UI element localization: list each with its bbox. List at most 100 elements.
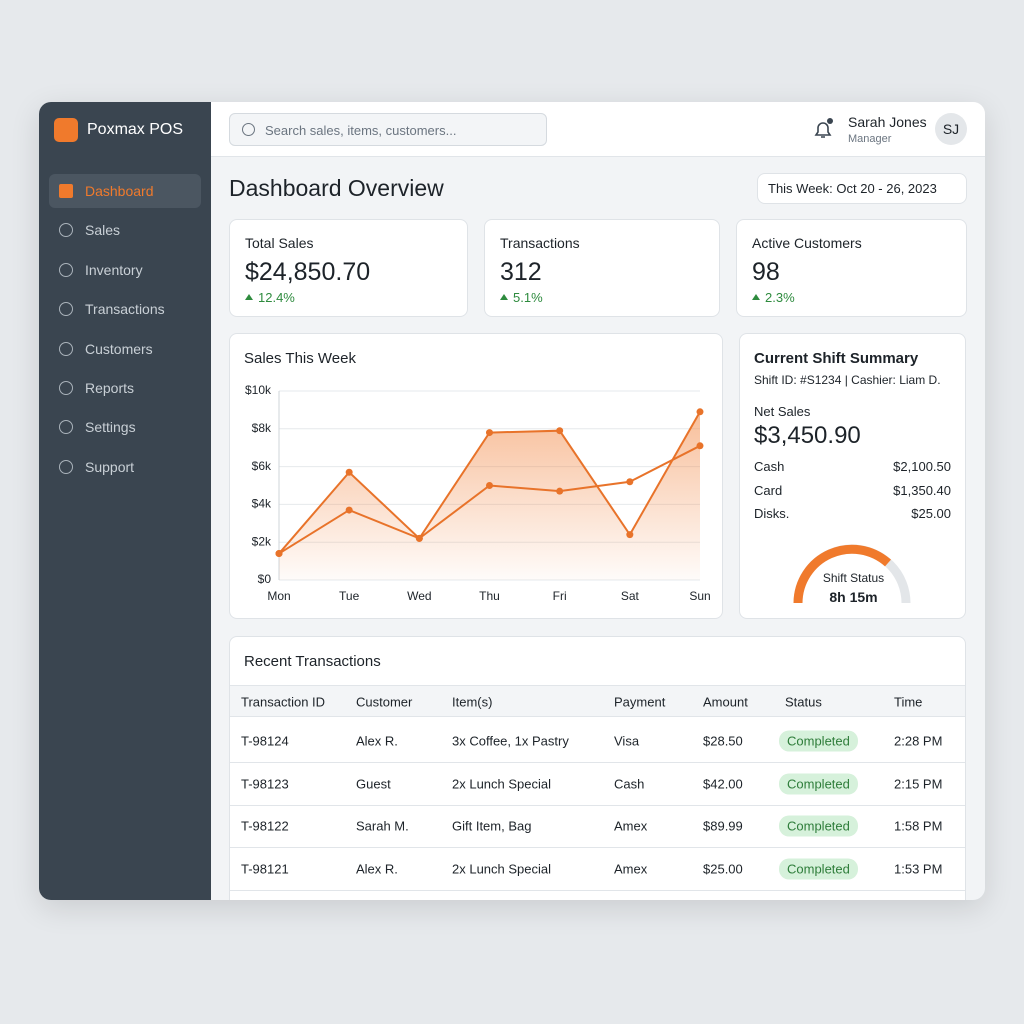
brand: Poxmax POS	[87, 121, 184, 138]
shift-status-value: 8h 15m	[829, 589, 878, 605]
table-cell: Sarah M.	[356, 818, 409, 834]
point	[486, 482, 493, 489]
nav-item[interactable]: Settings	[49, 410, 201, 444]
x-tick-label: Sun	[689, 589, 710, 603]
nav-label: Reports	[85, 380, 135, 396]
avatar[interactable]: SJ	[935, 113, 967, 145]
kpi-card: Total Sales $24,850.70 12.4%	[229, 219, 468, 317]
nav-label: Dashboard	[85, 183, 154, 199]
table-cell: 1:53 PM	[894, 861, 943, 876]
table-cell: T-98121	[241, 861, 289, 876]
kpi-label: Transactions	[500, 235, 580, 251]
nav-label: Support	[85, 458, 135, 475]
nav-label: Inventory	[85, 261, 143, 278]
search-icon	[242, 123, 255, 136]
table-cell: 2:15 PM	[894, 776, 943, 791]
nav-icon	[59, 341, 73, 356]
net-label: Net Sales	[754, 404, 811, 419]
column-header: Time	[894, 694, 923, 710]
date-range[interactable]: This Week: Oct 20 - 26, 2023	[757, 173, 967, 204]
table-cell: Alex R.	[356, 861, 398, 876]
y-tick-label: $10k	[245, 383, 272, 397]
column-header: Payment	[614, 694, 666, 710]
status-pill: Completed	[779, 815, 858, 837]
point	[415, 534, 423, 542]
top-bar: Search sales, items, customers... Sarah …	[211, 102, 985, 157]
chart: $0 $2k $4k $6k $8k $10k Mon Tue Wed Thu Fri Sat Sun	[245, 383, 711, 603]
table-cell: T-98124	[241, 733, 289, 749]
kpi-card: Active Customers 98 2.3%	[736, 219, 967, 317]
net-value: $3,450.90	[754, 422, 861, 449]
kpi-label: Active Customers	[752, 235, 862, 251]
shift-gauge	[793, 544, 911, 604]
table-cell: $42.00	[703, 776, 743, 791]
kpi-label: Total Sales	[245, 235, 314, 251]
row-divider	[230, 889, 965, 891]
nav-icon	[59, 381, 73, 395]
table-cell: 3x Coffee, 1x Pastry	[452, 733, 569, 749]
x-tick-label: Mon	[267, 589, 290, 603]
y-tick-label: $4k	[252, 497, 272, 511]
shift-row-label: Card	[754, 482, 783, 498]
kpi-up-arrow	[500, 294, 508, 300]
nav-icon	[59, 459, 73, 474]
shift-title: Current Shift Summary	[754, 350, 919, 367]
table-header	[230, 685, 965, 717]
kpi-up-arrow	[752, 294, 760, 300]
table-cell: 2x Lunch Special	[452, 776, 552, 791]
transactions-card: Recent Transactions Transaction ID Custom…	[229, 636, 966, 900]
table-cell: $28.50	[703, 733, 743, 749]
kpi-card: Transactions 312 5.1%	[484, 219, 720, 317]
shift-row-value: $25.00	[911, 506, 951, 521]
kpi-value: $24,850.70	[245, 258, 371, 286]
table-cell: $25.00	[703, 861, 743, 876]
nav-item[interactable]: Dashboard	[49, 174, 201, 208]
point	[275, 550, 283, 558]
nav-item[interactable]: Transactions	[49, 292, 201, 326]
shift-status-label: Shift Status	[822, 571, 885, 585]
table-cell: Alex R.	[356, 733, 398, 749]
row-divider	[230, 804, 965, 806]
shift-row-label: Disks.	[754, 506, 790, 521]
table-cell: T-98123	[241, 776, 289, 791]
nav-icon	[59, 420, 73, 435]
table-cell: Amex	[614, 861, 648, 876]
table-cell: Guest	[356, 776, 391, 791]
shift-card: Current Shift Summary Shift ID: #S1234 |…	[739, 333, 966, 619]
status-pill: Completed	[779, 730, 858, 752]
x-tick-label: Wed	[407, 589, 431, 603]
table-cell: 1:58 PM	[894, 818, 943, 834]
table-cell: T-98122	[241, 818, 289, 834]
shift-row-value: $1,350.40	[893, 482, 951, 498]
search-box[interactable]: Search sales, items, customers...	[229, 113, 547, 146]
chart-title: Sales This Week	[244, 350, 356, 367]
nav-label: Transactions	[85, 301, 165, 318]
status-pill: Completed	[779, 858, 858, 879]
nav-item[interactable]: Customers	[49, 332, 201, 366]
column-header: Status	[785, 694, 822, 710]
area	[279, 411, 700, 580]
nav-label: Settings	[85, 419, 136, 436]
kpi-up-arrow	[245, 294, 253, 300]
row-divider	[230, 762, 965, 763]
point	[345, 468, 353, 476]
column-header: Amount	[703, 694, 748, 710]
kpi-change: 12.4%	[258, 290, 295, 305]
nav-item[interactable]: Support	[49, 450, 201, 484]
notification-bell[interactable]	[811, 118, 835, 142]
nav-item[interactable]: Sales	[49, 213, 201, 247]
column-header: Item(s)	[452, 694, 493, 710]
sidebar: Poxmax POS Dashboard Sales Inventory Transa…	[39, 102, 211, 900]
nav-item[interactable]: Inventory	[49, 253, 201, 287]
user-role: Manager	[848, 133, 892, 145]
date-range-label: This Week: Oct 20 - 26, 2023	[768, 181, 937, 196]
kpi-value: 98	[752, 258, 780, 286]
transactions-title: Recent Transactions	[244, 653, 381, 670]
y-tick-label: $8k	[252, 421, 272, 435]
user-name: Sarah Jones	[848, 114, 927, 130]
nav-item[interactable]: Reports	[49, 371, 201, 405]
point	[345, 506, 353, 514]
shift-meta: Shift ID: #S1234 | Cashier: Liam D.	[754, 373, 941, 387]
nav-label: Sales	[85, 222, 121, 239]
